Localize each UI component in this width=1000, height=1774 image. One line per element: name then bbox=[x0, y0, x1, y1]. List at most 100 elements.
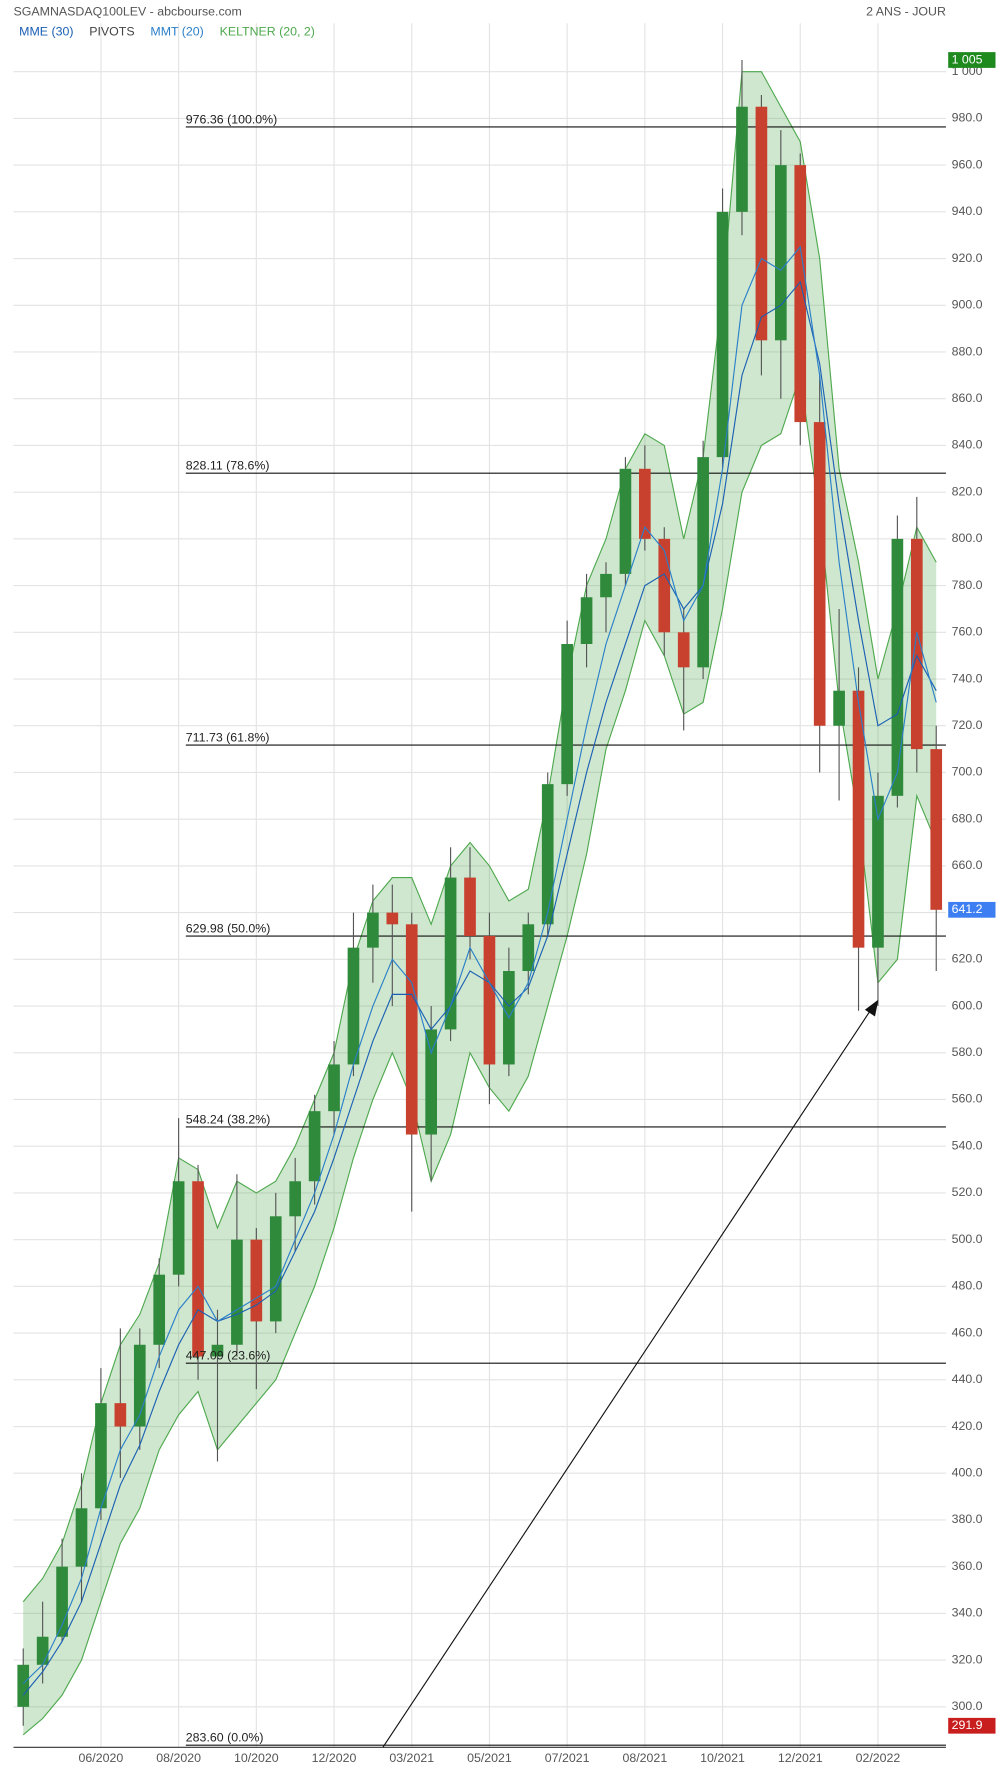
price-badge-label: 1 005 bbox=[952, 52, 983, 66]
keltner-upper bbox=[22, 71, 937, 1603]
candle-body bbox=[95, 1403, 107, 1509]
y-tick-label: 420.0 bbox=[952, 1419, 983, 1433]
price-badge-label: 291.9 bbox=[952, 1718, 983, 1732]
candle-body bbox=[17, 1664, 30, 1707]
y-tick-label: 320.0 bbox=[952, 1652, 983, 1666]
x-tick-label: 12/2020 bbox=[312, 1751, 357, 1765]
candle-body bbox=[910, 538, 923, 750]
y-tick-label: 780.0 bbox=[952, 578, 983, 592]
fib-label: 629.98 (50.0%) bbox=[186, 922, 271, 936]
y-tick-label: 520.0 bbox=[952, 1185, 983, 1199]
candle-body bbox=[561, 643, 573, 785]
candle-body bbox=[736, 106, 748, 212]
trend-arrow bbox=[382, 999, 879, 1748]
y-tick-label: 340.0 bbox=[952, 1606, 983, 1620]
candle-body bbox=[405, 924, 418, 1135]
candle-body bbox=[600, 573, 612, 598]
candle-body bbox=[367, 912, 379, 948]
y-tick-label: 300.0 bbox=[952, 1699, 983, 1713]
price-badge bbox=[948, 1717, 996, 1734]
candle-body bbox=[891, 538, 904, 796]
y-tick-label: 680.0 bbox=[952, 811, 983, 825]
line-layer bbox=[22, 245, 937, 1696]
period-label: 2 ANS - JOUR bbox=[866, 4, 946, 18]
y-tick-label: 440.0 bbox=[952, 1372, 983, 1386]
candle-body bbox=[231, 1239, 243, 1345]
x-tick-label: 06/2020 bbox=[79, 1751, 124, 1765]
arrow-line bbox=[382, 1008, 873, 1748]
x-tick-label: 10/2021 bbox=[700, 1751, 745, 1765]
legend-item: KELTNER (20, 2) bbox=[220, 25, 315, 39]
candle-body bbox=[872, 795, 884, 948]
x-tick-label: 03/2021 bbox=[389, 1751, 434, 1765]
candle-body bbox=[289, 1181, 302, 1217]
candle-body bbox=[639, 468, 651, 539]
candle-body bbox=[133, 1344, 146, 1427]
candle-body bbox=[308, 1111, 321, 1182]
y-tick-label: 940.0 bbox=[952, 204, 983, 218]
background bbox=[0, 4, 1000, 1770]
candle-body bbox=[211, 1344, 224, 1357]
y-tick-label: 600.0 bbox=[952, 998, 983, 1012]
candle-body bbox=[192, 1181, 204, 1357]
candle-body bbox=[75, 1508, 88, 1567]
y-tick-label: 480.0 bbox=[952, 1279, 983, 1293]
y-tick-label: 540.0 bbox=[952, 1138, 983, 1152]
candle-body bbox=[522, 924, 535, 972]
badge-layer: 1 005 641.2 291.9 bbox=[948, 52, 996, 1734]
chart-title: SGAMNASDAQ100LEV - abcbourse.com bbox=[14, 4, 242, 18]
y-tick-label: 820.0 bbox=[952, 484, 983, 498]
moving-average bbox=[22, 280, 937, 1696]
fib-label: 711.73 (61.8%) bbox=[186, 731, 270, 745]
x-tick-label: 08/2020 bbox=[156, 1751, 201, 1765]
y-tick-label: 920.0 bbox=[952, 251, 983, 265]
candle-body bbox=[172, 1181, 185, 1275]
candle-body bbox=[153, 1274, 166, 1345]
candle-body bbox=[464, 877, 476, 936]
y-tick-label: 560.0 bbox=[952, 1092, 983, 1106]
candle-body bbox=[386, 912, 399, 925]
candle-layer bbox=[17, 60, 943, 1726]
candle-body bbox=[813, 422, 826, 726]
fib-label: 447.09 (23.6%) bbox=[186, 1349, 271, 1363]
candle-body bbox=[425, 1029, 437, 1135]
y-tick-label: 400.0 bbox=[952, 1466, 983, 1480]
y-tick-label: 360.0 bbox=[952, 1559, 983, 1573]
candle-body bbox=[697, 457, 709, 668]
candle-body bbox=[658, 538, 671, 633]
y-tick-label: 380.0 bbox=[952, 1512, 983, 1526]
legend-item: PIVOTS bbox=[89, 25, 134, 39]
x-tick-label: 10/2020 bbox=[234, 1751, 279, 1765]
y-tick-label: 500.0 bbox=[952, 1232, 983, 1246]
candle-body bbox=[347, 947, 360, 1065]
legend-item: MMT (20) bbox=[150, 25, 203, 39]
x-tick-label: 12/2021 bbox=[778, 1751, 823, 1765]
y-tick-label: 860.0 bbox=[952, 391, 983, 405]
y-tick-label: 960.0 bbox=[952, 157, 983, 171]
y-tick-label: 720.0 bbox=[952, 718, 983, 732]
fib-label: 828.11 (78.6%) bbox=[186, 459, 270, 473]
candle-body bbox=[755, 106, 768, 341]
candle-body bbox=[775, 165, 787, 341]
y-tick-label: 620.0 bbox=[952, 952, 983, 966]
y-tick-label: 580.0 bbox=[952, 1045, 983, 1059]
candle-body bbox=[483, 935, 496, 1065]
y-tick-label: 660.0 bbox=[952, 858, 983, 872]
candle-body bbox=[541, 784, 554, 925]
y-tick-label: 800.0 bbox=[952, 531, 983, 545]
y-tick-label: 840.0 bbox=[952, 438, 983, 452]
candle-body bbox=[833, 690, 845, 726]
candle-body bbox=[677, 632, 690, 668]
candle-body bbox=[269, 1216, 282, 1322]
candle-body bbox=[716, 211, 729, 458]
y-tick-label: 900.0 bbox=[952, 298, 983, 312]
fib-label: 283.60 (0.0%) bbox=[186, 1731, 264, 1745]
y-tick-label: 700.0 bbox=[952, 765, 983, 779]
candle-body bbox=[36, 1636, 49, 1665]
candle-body bbox=[328, 1064, 340, 1112]
x-tick-label: 08/2021 bbox=[622, 1751, 667, 1765]
candle-body bbox=[114, 1403, 127, 1427]
candle-body bbox=[56, 1566, 68, 1637]
